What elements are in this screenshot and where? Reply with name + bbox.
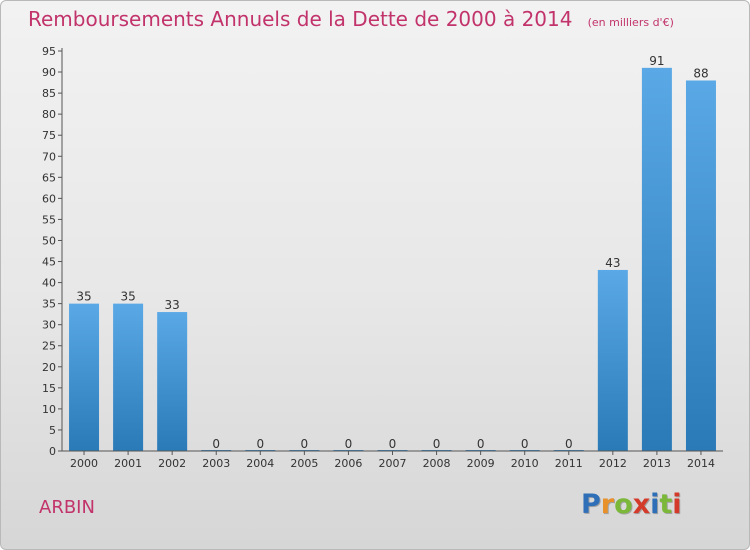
x-tick-label: 2002 — [158, 457, 186, 470]
logo-letter: o — [614, 489, 633, 520]
proxiti-logo[interactable]: Proxiti — [581, 489, 682, 520]
chart-title: Remboursements Annuels de la Dette de 20… — [28, 7, 573, 31]
y-tick-label: 10 — [42, 403, 56, 416]
bar-value-label: 43 — [605, 256, 620, 270]
y-axis: 0 5 10 15 20 25 30 35 40 45 50 55 60 65 70 75 80 85 90 95 — [42, 45, 63, 458]
logo-letter: r — [600, 489, 615, 520]
y-tick-label: 15 — [42, 382, 56, 395]
bar-value-label: 0 — [433, 437, 441, 451]
commune-name: ARBIN — [39, 497, 95, 518]
x-tick-label: 2004 — [246, 457, 274, 470]
logo-letter: x — [632, 489, 651, 520]
y-tick-label: 65 — [42, 171, 56, 184]
bar-value-label: 0 — [256, 437, 264, 451]
bar[interactable] — [685, 80, 716, 451]
y-tick-label: 5 — [49, 424, 56, 437]
logo-letter: t — [659, 489, 673, 520]
x-tick-label: 2013 — [643, 457, 671, 470]
y-tick-label: 95 — [42, 45, 56, 58]
x-tick-label: 2007 — [379, 457, 407, 470]
bar[interactable] — [113, 303, 144, 451]
y-tick-label: 80 — [42, 108, 56, 121]
bar[interactable] — [597, 269, 628, 451]
bar-value-label: 0 — [565, 437, 573, 451]
x-tick-label: 2005 — [290, 457, 318, 470]
bar-value-label: 0 — [345, 437, 353, 451]
y-tick-label: 60 — [42, 192, 56, 205]
logo-letter: i — [672, 489, 682, 520]
bar[interactable] — [157, 312, 188, 451]
bar-value-label: 0 — [212, 437, 220, 451]
y-tick-label: 45 — [42, 256, 56, 269]
x-tick-label: 2003 — [202, 457, 230, 470]
bar-value-label: 0 — [477, 437, 485, 451]
bar-value-label: 0 — [389, 437, 397, 451]
bar-value-label: 91 — [649, 54, 664, 68]
x-tick-label: 2009 — [467, 457, 495, 470]
x-tick-label: 2008 — [423, 457, 451, 470]
y-tick-label: 75 — [42, 129, 56, 142]
bar-value-label: 0 — [301, 437, 309, 451]
y-tick-label: 90 — [42, 66, 56, 79]
y-tick-label: 0 — [49, 445, 56, 458]
y-tick-label: 50 — [42, 234, 56, 247]
y-tick-label: 85 — [42, 87, 56, 100]
y-tick-label: 35 — [42, 298, 56, 311]
y-tick-label: 55 — [42, 213, 56, 226]
x-tick-label: 2014 — [687, 457, 715, 470]
bar[interactable] — [641, 67, 672, 451]
y-tick-label: 40 — [42, 277, 56, 290]
bar-value-label: 0 — [521, 437, 529, 451]
x-tick-label: 2011 — [555, 457, 583, 470]
title-line: Remboursements Annuels de la Dette de 20… — [28, 7, 674, 31]
y-tick-label: 70 — [42, 150, 56, 163]
x-tick-label: 2010 — [511, 457, 539, 470]
x-tick-label: 2006 — [334, 457, 362, 470]
x-tick-label: 2012 — [599, 457, 627, 470]
bars: 35 35 33 0 0 0 0 0 0 0 0 0 43 91 88 — [69, 54, 716, 451]
chart-subtitle: (en milliers d'€) — [587, 16, 674, 29]
y-tick-label: 20 — [42, 361, 56, 374]
x-axis: 2000 2001 2002 2003 2004 2005 2006 2007 2008 2009… — [62, 450, 723, 470]
x-tick-label: 2001 — [114, 457, 142, 470]
y-tick-label: 30 — [42, 319, 56, 332]
x-tick-label: 2000 — [70, 457, 98, 470]
bar-value-label: 33 — [165, 298, 180, 312]
bar[interactable] — [69, 303, 100, 451]
y-tick-label: 25 — [42, 340, 56, 353]
bar-value-label: 35 — [76, 290, 91, 304]
bar-value-label: 88 — [693, 66, 708, 80]
logo-letter: P — [581, 489, 601, 520]
bar-value-label: 35 — [120, 290, 135, 304]
logo-letter: i — [650, 489, 660, 520]
